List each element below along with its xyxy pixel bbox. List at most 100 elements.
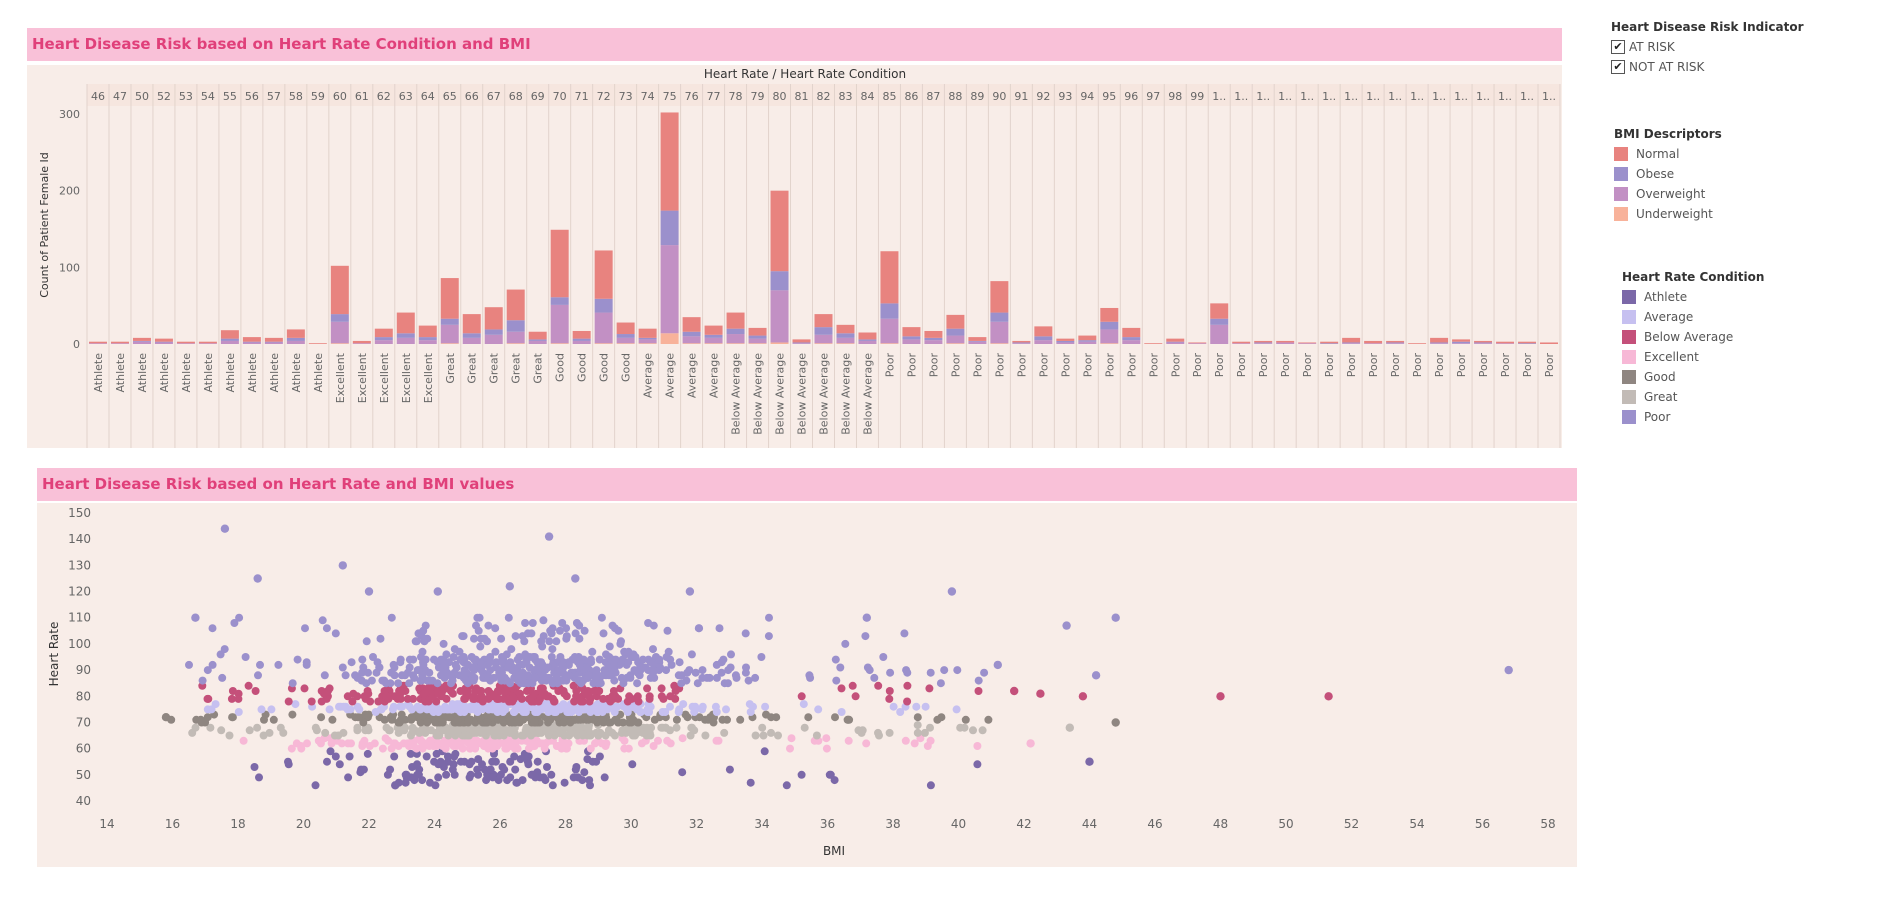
bar-segment-overweight[interactable] (616, 337, 635, 344)
scatter-point-athlete[interactable] (572, 763, 581, 771)
scatter-point-excellent[interactable] (786, 744, 794, 753)
scatter-point-athlete[interactable] (506, 757, 515, 766)
scatter-point-poor[interactable] (841, 639, 850, 648)
scatter-point-good[interactable] (497, 715, 506, 724)
scatter-point-poor[interactable] (947, 587, 957, 596)
scatter-point-poor[interactable] (562, 632, 571, 641)
scatter-point-good[interactable] (772, 713, 781, 722)
scatter-point-below-average[interactable] (325, 684, 334, 693)
scatter-point-poor[interactable] (574, 653, 583, 661)
scatter-point-athlete[interactable] (465, 773, 474, 782)
scatter-point-below-average[interactable] (420, 689, 428, 698)
bar-segment-normal[interactable] (352, 340, 371, 344)
scatter-point-average[interactable] (952, 705, 961, 714)
scatter-point-athlete[interactable] (496, 770, 505, 779)
scatter-point-average[interactable] (267, 705, 276, 714)
scatter-point-poor[interactable] (254, 671, 262, 680)
scatter-point-athlete[interactable] (284, 757, 292, 766)
bar-segment-overweight[interactable] (638, 339, 657, 344)
scatter-point-great[interactable] (549, 723, 558, 732)
bar-segment-obese[interactable] (528, 339, 547, 341)
bar-segment-obese[interactable] (286, 337, 305, 341)
scatter-point-athlete[interactable] (474, 755, 483, 764)
scatter-point-poor[interactable] (382, 679, 391, 688)
bar-segment-normal[interactable] (550, 229, 569, 298)
scatter-point-athlete[interactable] (450, 752, 459, 761)
scatter-point-poor[interactable] (461, 676, 470, 685)
bar-segment-obese[interactable] (1430, 342, 1449, 344)
scatter-point-average[interactable] (799, 700, 808, 709)
scatter-point-great[interactable] (608, 728, 617, 737)
scatter-point-good[interactable] (1111, 718, 1120, 727)
bar-segment-overweight[interactable] (946, 335, 965, 344)
scatter-point-great[interactable] (701, 731, 710, 740)
scatter-point-below-average[interactable] (534, 697, 543, 706)
scatter-point-great[interactable] (453, 726, 462, 735)
scatter-point-excellent[interactable] (365, 742, 374, 750)
scatter-point-poor[interactable] (629, 653, 638, 661)
scatter-point-great[interactable] (643, 723, 651, 732)
scatter-point-good[interactable] (718, 715, 727, 724)
scatter-point-poor[interactable] (717, 668, 726, 677)
bar-segment-normal[interactable] (330, 265, 349, 315)
scatter-point-good[interactable] (913, 713, 922, 722)
scatter-point-poor[interactable] (359, 663, 368, 672)
scatter-point-below-average[interactable] (599, 694, 608, 703)
scatter-point-poor[interactable] (505, 582, 514, 591)
scatter-point-poor[interactable] (693, 679, 702, 688)
scatter-point-good[interactable] (530, 718, 539, 727)
bar-segment-obese[interactable] (396, 333, 415, 338)
scatter-point-below-average[interactable] (974, 687, 983, 695)
scatter-point-average[interactable] (889, 702, 898, 711)
scatter-point-poor[interactable] (274, 660, 283, 669)
bar-segment-overweight[interactable] (1364, 343, 1383, 344)
scatter-point-athlete[interactable] (528, 770, 537, 779)
scatter-point-great[interactable] (245, 726, 254, 735)
scatter-point-poor[interactable] (545, 637, 554, 646)
scatter-point-poor[interactable] (230, 619, 239, 627)
scatter-point-athlete[interactable] (486, 765, 495, 774)
scatter-point-below-average[interactable] (343, 692, 352, 701)
scatter-point-great[interactable] (759, 731, 768, 740)
bar-segment-obese[interactable] (924, 337, 943, 341)
scatter-point-below-average[interactable] (554, 687, 563, 695)
scatter-point-good[interactable] (933, 715, 942, 724)
bar-segment-normal[interactable] (1012, 340, 1031, 343)
scatter-point-poor[interactable] (338, 663, 347, 672)
scatter-point-poor[interactable] (507, 645, 516, 654)
scatter-point-poor[interactable] (608, 621, 617, 630)
scatter-point-poor[interactable] (765, 613, 773, 622)
scatter-point-poor[interactable] (449, 653, 458, 661)
scatter-point-average[interactable] (896, 708, 905, 716)
bar-segment-normal[interactable] (286, 329, 305, 338)
scatter-point-below-average[interactable] (885, 687, 894, 695)
bar-segment-normal[interactable] (374, 328, 393, 338)
bmi-legend-item-normal[interactable]: Normal (1614, 144, 1722, 164)
scatter-point-below-average[interactable] (307, 697, 316, 706)
scatter-point-excellent[interactable] (844, 736, 853, 745)
scatter-point-poor[interactable] (369, 653, 377, 661)
scatter-point-great[interactable] (279, 728, 288, 737)
hrc-legend-item-great[interactable]: Great (1622, 387, 1764, 407)
scatter-point-great[interactable] (432, 728, 441, 737)
scatter-point-poor[interactable] (726, 663, 735, 672)
scatter-point-poor[interactable] (479, 673, 488, 682)
scatter-point-poor[interactable] (484, 621, 493, 630)
bar-segment-overweight[interactable] (902, 339, 921, 344)
scatter-point-excellent[interactable] (973, 742, 982, 750)
bar-segment-obese[interactable] (814, 327, 833, 335)
scatter-point-great[interactable] (857, 728, 866, 737)
scatter-point-average[interactable] (396, 702, 404, 711)
scatter-point-poor[interactable] (504, 613, 513, 622)
scatter-point-below-average[interactable] (493, 694, 502, 703)
scatter-point-below-average[interactable] (527, 697, 536, 706)
scatter-point-poor[interactable] (1111, 613, 1120, 622)
scatter-point-poor[interactable] (744, 676, 753, 685)
scatter-point-poor[interactable] (548, 645, 557, 654)
scatter-point-poor[interactable] (685, 587, 695, 596)
scatter-point-poor[interactable] (486, 658, 495, 667)
scatter-point-poor[interactable] (411, 637, 420, 646)
bar-segment-normal[interactable] (1386, 340, 1405, 343)
scatter-point-poor[interactable] (546, 626, 555, 635)
bar-segment-normal[interactable] (1518, 341, 1537, 344)
